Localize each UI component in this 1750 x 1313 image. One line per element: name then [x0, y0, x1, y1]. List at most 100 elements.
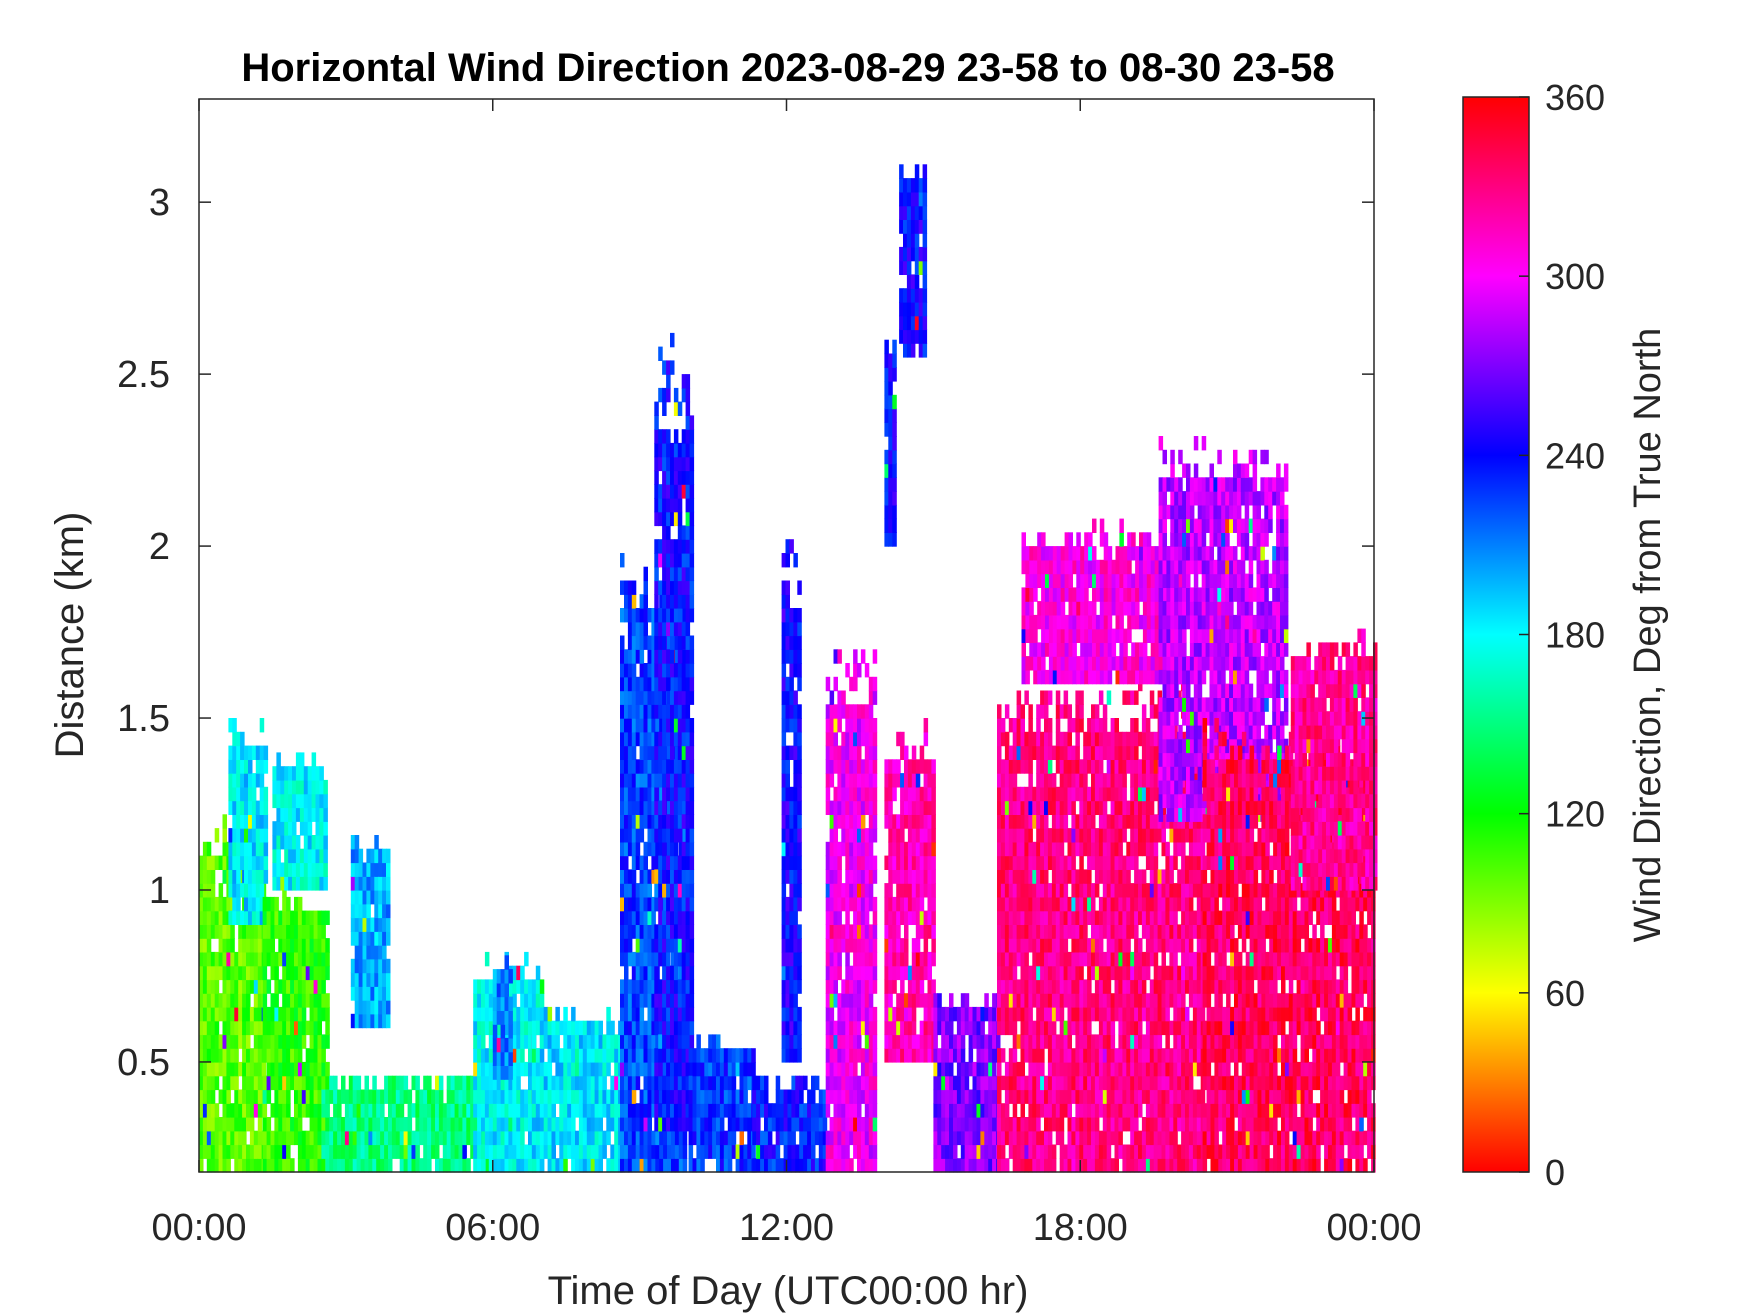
heatmap-cell: [280, 793, 285, 809]
heatmap-cell: [673, 1006, 679, 1022]
heatmap-cell: [627, 621, 633, 637]
heatmap-cell: [1040, 1103, 1045, 1118]
heatmap-cell: [785, 800, 790, 815]
heatmap-cell: [315, 779, 320, 795]
heatmap-cell: [242, 938, 247, 953]
heatmap-cell: [833, 869, 838, 884]
heatmap-cell: [841, 841, 846, 857]
heatmap-cell: [793, 621, 798, 637]
heatmap-cell: [841, 938, 846, 953]
heatmap-cell: [860, 704, 866, 719]
heatmap-cell: [868, 1048, 874, 1063]
heatmap-cell: [438, 1130, 444, 1146]
heatmap-cell: [923, 855, 929, 870]
heatmap-cell: [263, 800, 269, 815]
heatmap-cell: [380, 1103, 385, 1118]
heatmap-cell: [286, 910, 291, 925]
heatmap-cell: [708, 1144, 713, 1159]
heatmap-cell: [931, 786, 936, 802]
heatmap-cell: [793, 896, 798, 912]
heatmap-cell: [1032, 993, 1037, 1008]
heatmap-cell: [366, 972, 371, 987]
heatmap-cell: [263, 745, 269, 760]
heatmap-cell: [681, 773, 687, 788]
heatmap-cell: [500, 1144, 506, 1159]
heatmap-cell: [1032, 910, 1037, 925]
heatmap-cell: [797, 718, 802, 733]
heatmap-cell: [520, 965, 525, 981]
heatmap-cell: [274, 896, 279, 912]
heatmap-cell: [199, 951, 204, 967]
heatmap-cell: [670, 1103, 675, 1118]
heatmap-cell: [1020, 1034, 1025, 1049]
heatmap-cell: [654, 731, 659, 747]
heatmap-cell: [845, 1130, 850, 1146]
heatmap-cell: [868, 1144, 874, 1159]
heatmap-cell: [872, 759, 878, 774]
heatmap-cell: [997, 1048, 1002, 1063]
heatmap-cell: [1004, 938, 1010, 953]
heatmap-cell: [423, 1144, 428, 1159]
heatmap-cell: [624, 951, 629, 967]
heatmap-cell: [301, 1089, 307, 1104]
heatmap-cell: [1028, 993, 1033, 1008]
heatmap-cell: [360, 1117, 366, 1132]
heatmap-cell: [368, 1103, 373, 1118]
heatmap-cell: [337, 1117, 342, 1132]
heatmap-cell: [1036, 1103, 1041, 1118]
heatmap-cell: [781, 759, 787, 774]
heatmap-cell: [919, 993, 925, 1008]
heatmap-cell: [872, 1075, 878, 1091]
heatmap-cell: [635, 773, 641, 788]
heatmap-cell: [658, 924, 663, 939]
heatmap-cell: [789, 635, 794, 650]
heatmap-cell: [458, 1103, 463, 1118]
heatmap-cell: [793, 745, 798, 760]
heatmap-cell: [906, 205, 912, 220]
heatmap-cell: [415, 1130, 420, 1146]
heatmap-cell: [915, 869, 921, 884]
heatmap-cell: [789, 690, 794, 705]
heatmap-cell: [899, 191, 904, 207]
heatmap-cell: [884, 477, 889, 492]
heatmap-cell: [286, 1006, 291, 1022]
heatmap-cell: [244, 910, 249, 925]
heatmap-cell: [853, 924, 858, 939]
heatmap-cell: [795, 1144, 800, 1159]
heatmap-cell: [297, 1006, 303, 1022]
heatmap-cell: [278, 951, 283, 967]
heatmap-cell: [997, 1020, 1002, 1036]
heatmap-cell: [785, 869, 790, 884]
heatmap-cell: [262, 1103, 268, 1118]
heatmap-cell: [643, 924, 648, 939]
heatmap-cell: [849, 1048, 854, 1063]
heatmap-cell: [282, 1130, 287, 1146]
heatmap-cell: [872, 855, 878, 870]
heatmap-cell: [915, 896, 921, 912]
heatmap-cell: [670, 456, 675, 472]
heatmap-cell: [849, 993, 854, 1008]
heatmap-cell: [366, 931, 371, 946]
heatmap-cell: [956, 1006, 962, 1022]
heatmap-cell: [953, 1006, 958, 1022]
heatmap-cell: [900, 965, 905, 981]
heatmap-cell: [853, 1089, 858, 1104]
heatmap-cell: [825, 910, 831, 925]
heatmap-cell: [849, 869, 854, 884]
heatmap-cell: [673, 1089, 679, 1104]
heatmap-cell: [681, 663, 687, 678]
heatmap-cell: [785, 608, 790, 623]
heatmap-cell: [677, 745, 683, 760]
heatmap-cell: [872, 896, 878, 912]
heatmap-cell: [319, 862, 324, 877]
heatmap-cell: [431, 1117, 436, 1132]
heatmap-cell: [927, 828, 932, 843]
heatmap-cell: [210, 979, 216, 994]
heatmap-cell: [841, 745, 846, 760]
heatmap-cell: [775, 1117, 781, 1132]
heatmap-cell: [551, 1048, 556, 1063]
heatmap-cell: [911, 883, 917, 898]
heatmap-cell: [643, 718, 648, 733]
heatmap-cell: [988, 1034, 993, 1049]
heatmap-cell: [892, 773, 897, 788]
